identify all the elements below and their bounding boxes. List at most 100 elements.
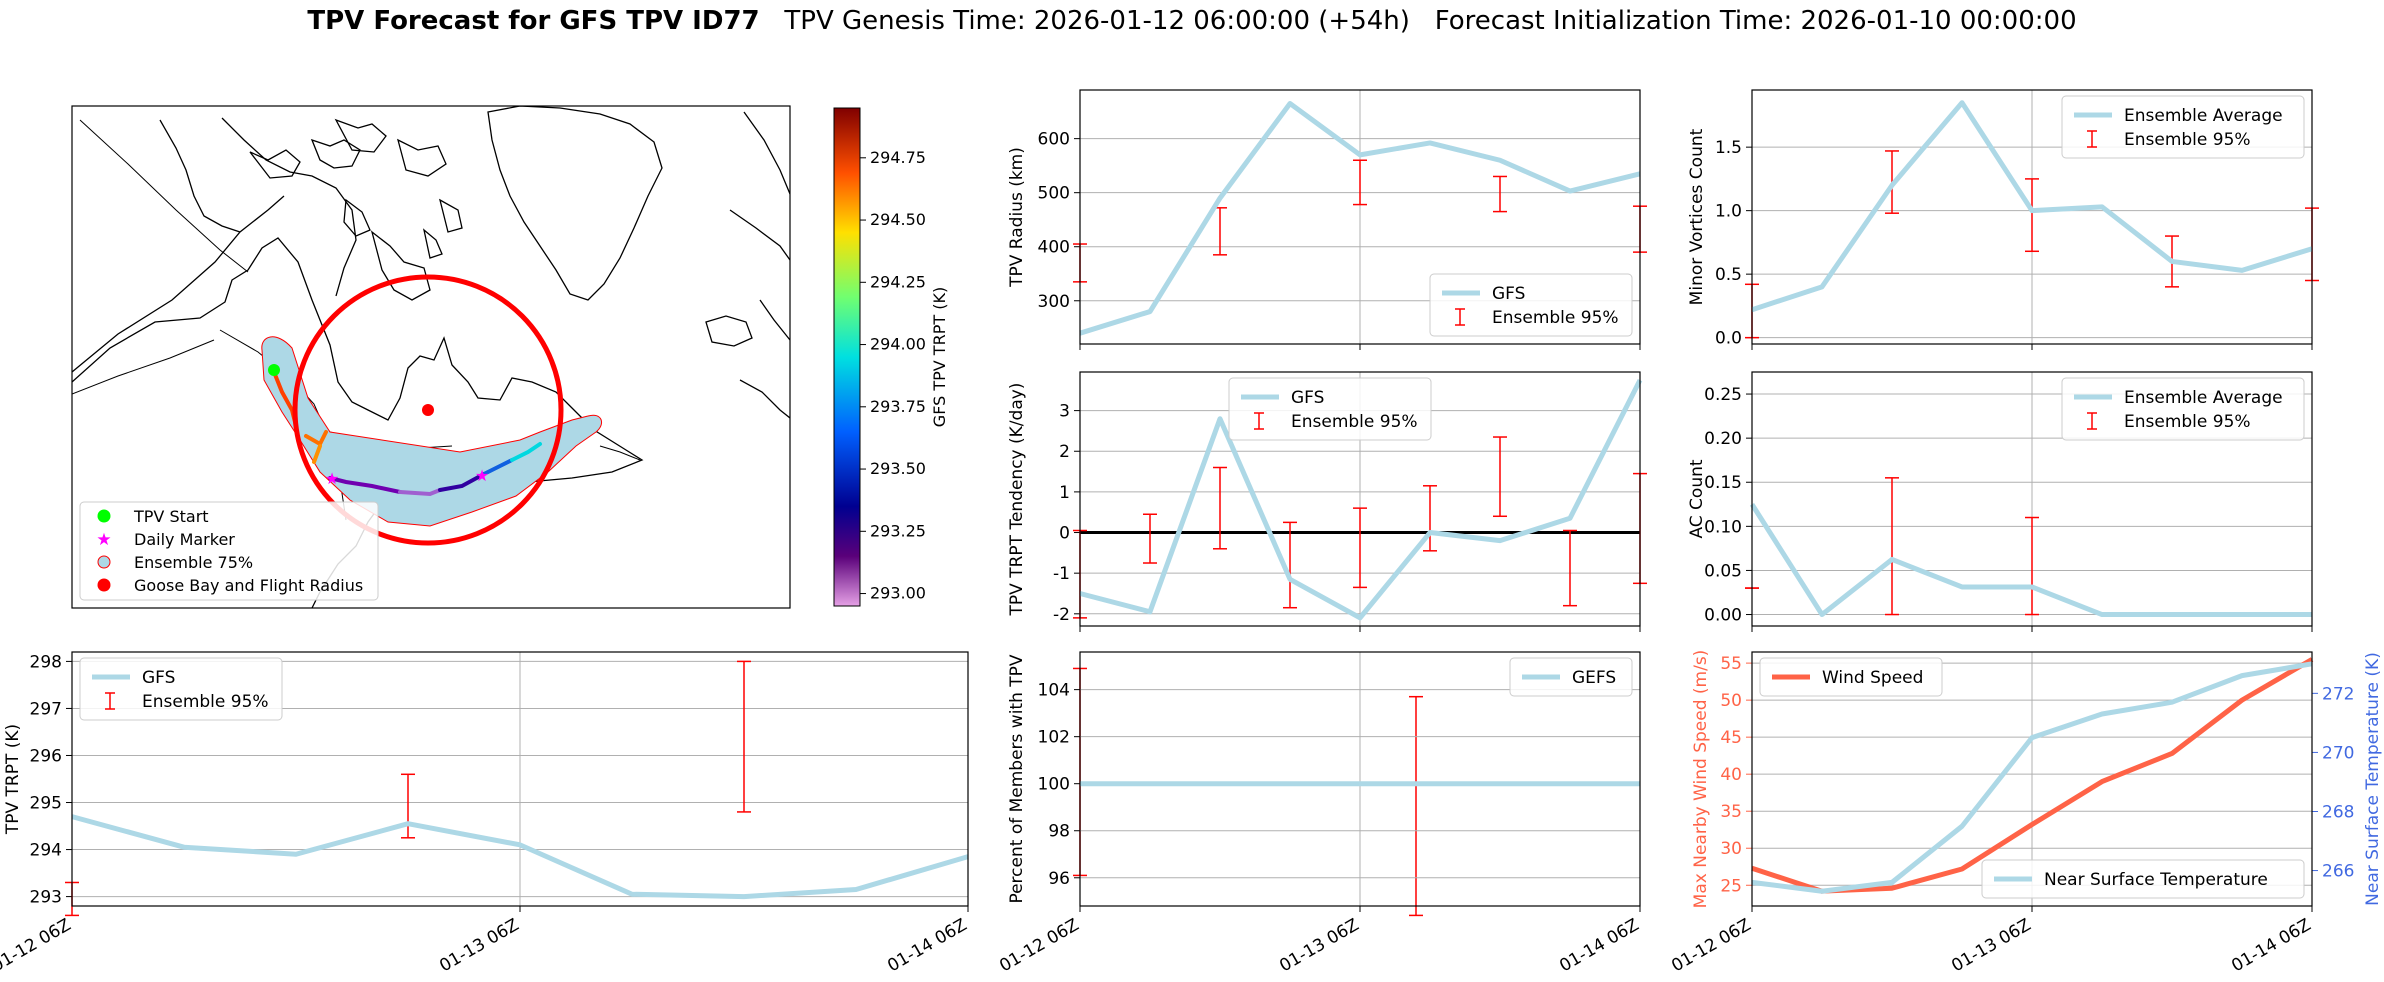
chart-ac: 0.00 0.05 0.10 0.15 0.20 0.25 AC Count Ensemble… xyxy=(1687,371,2313,632)
legend-box xyxy=(1429,273,1633,337)
x-tick-label: 01-12 06Z xyxy=(996,915,1082,976)
y-axis-label: TPV Radius (km) xyxy=(1007,147,1027,288)
legend-label: GFS xyxy=(1492,284,1525,304)
y-tick-label: 0.10 xyxy=(1704,517,1742,537)
y-tick-label: 296 xyxy=(30,746,62,766)
y-tick-label: -1 xyxy=(1053,564,1070,584)
y-right-axis-label: Near Surface Temperature (K) xyxy=(2363,652,2383,906)
x-tick-label: 01-14 06Z xyxy=(1556,915,1642,976)
colorbar-tick-label: 293.25 xyxy=(870,521,926,540)
legend-box xyxy=(1759,657,1943,697)
y-tick-label: 25 xyxy=(1720,876,1742,896)
ensemble-75-area xyxy=(261,336,603,527)
chart-legend: GFS Ensemble 95% xyxy=(1429,273,1633,337)
y-tick-label: 298 xyxy=(30,652,62,672)
chart-minor: 0.0 0.5 1.0 1.5 Minor Vortices Count Ensemble… xyxy=(1687,89,2319,350)
chart-wind: 25 30 35 40 45 50 55 01-12 06Z 01-13 06Z 01-14 06… xyxy=(1668,650,2383,977)
legend-label: Ensemble 95% xyxy=(1492,308,1619,328)
legend-goose-bay: Goose Bay and Flight Radius xyxy=(134,576,363,595)
series-line-gfs xyxy=(71,814,969,900)
chart-frame xyxy=(1751,651,2313,907)
y-tick-label: 45 xyxy=(1720,728,1742,748)
colorbar-label: GFS TPV TRPT (K) xyxy=(930,287,949,427)
y-right-tick-label: 272 xyxy=(2322,684,2354,704)
title-genesis: TPV Genesis Time: 2026-01-12 06:00:00 (+… xyxy=(784,6,1410,36)
chart-frame xyxy=(1079,371,1641,627)
legend-box xyxy=(1228,377,1432,441)
y-tick-label: 0.00 xyxy=(1704,606,1742,626)
y-right-tick-label: 266 xyxy=(2322,862,2354,882)
chart-frame xyxy=(71,651,969,907)
legend-label: GFS xyxy=(142,668,175,688)
legend-box xyxy=(79,657,283,721)
chart-legend: Near Surface Temperature xyxy=(1981,859,2305,899)
y-tick-label: -2 xyxy=(1053,605,1070,625)
y-tick-label: 300 xyxy=(1038,292,1070,312)
legend-goose-bay-icon xyxy=(97,578,111,592)
y-right-tick-label: 268 xyxy=(2322,802,2354,822)
y-tick-label: 0 xyxy=(1059,524,1070,544)
map-legend-box xyxy=(79,501,379,601)
legend-label: Wind Speed xyxy=(1822,668,1923,688)
map-panel: ★ ★ TPV Start ★ Daily Marker Ensemble 75… xyxy=(71,105,949,609)
title-init: Forecast Initialization Time: 2026-01-10… xyxy=(1434,6,2077,36)
colorbar-tick-label: 293.00 xyxy=(870,584,926,603)
y-tick-label: 1 xyxy=(1059,483,1070,503)
legend-box xyxy=(2061,95,2305,159)
y-tick-label: 100 xyxy=(1038,775,1070,795)
y-right-tick-label: 270 xyxy=(2322,743,2354,763)
y-axis-label: AC Count xyxy=(1687,459,1707,538)
series-line-gfs xyxy=(1079,101,1641,336)
colorbar-tick-label: 294.75 xyxy=(870,148,926,167)
chart-legend: Wind Speed xyxy=(1759,657,1943,697)
chart-legend: Ensemble Average Ensemble 95% xyxy=(2061,377,2305,441)
y-tick-label: 294 xyxy=(30,841,62,861)
y-tick-label: 500 xyxy=(1038,184,1070,204)
y-axis-label: Percent of Members with TPV xyxy=(1007,654,1027,903)
colorbar-gradient xyxy=(833,107,861,607)
colorbar-tick-label: 294.00 xyxy=(870,335,926,354)
map-legend: TPV Start ★ Daily Marker Ensemble 75% Go… xyxy=(79,501,379,601)
y-axis-label: Max Nearby Wind Speed (m/s) xyxy=(1691,650,1711,909)
y-tick-label: 297 xyxy=(30,699,62,719)
y-tick-label: 0.5 xyxy=(1715,265,1742,285)
chart-radius: 300 400 500 600 TPV Radius (km) GFS Ensemble 9… xyxy=(1007,89,1647,350)
chart-tendency: -2 -1 0 1 2 3 TPV TRPT Tendency (K/day) GFS Ense… xyxy=(1007,371,1647,632)
y-axis-label: TPV TRPT Tendency (K/day) xyxy=(1007,383,1027,617)
y-tick-label: 104 xyxy=(1038,681,1070,701)
chart-legend: GFS Ensemble 95% xyxy=(79,657,283,721)
x-tick-label: 01-12 06Z xyxy=(1668,915,1754,976)
x-tick-label: 01-14 06Z xyxy=(2228,915,2314,976)
legend-ensemble-icon xyxy=(97,555,111,569)
chart-legend: Ensemble Average Ensemble 95% xyxy=(2061,95,2305,159)
series-line-ensemble-average xyxy=(1749,502,2312,618)
colorbar: 294.75 294.50 294.25 294.00 293.75 293.50 293.… xyxy=(833,107,949,607)
legend-label: Ensemble 95% xyxy=(1291,412,1418,432)
chart-legend: GEFS xyxy=(1509,657,1633,697)
y-tick-label: 40 xyxy=(1720,765,1742,785)
chart-legend: GFS Ensemble 95% xyxy=(1228,377,1432,441)
series-line-gfs xyxy=(1079,378,1643,621)
y-axis-label: TPV TRPT (K) xyxy=(3,724,23,835)
flight-radius-circle xyxy=(292,274,564,546)
legend-box xyxy=(2061,377,2305,441)
legend-ensemble-75: Ensemble 75% xyxy=(134,553,253,572)
y-tick-label: 35 xyxy=(1720,802,1742,822)
legend-label: Ensemble Average xyxy=(2124,106,2283,126)
series-line-ensemble-average xyxy=(1751,100,2313,313)
x-tick-label: 01-13 06Z xyxy=(1948,915,2034,976)
y-tick-label: 293 xyxy=(30,888,62,908)
x-tick-label: 01-13 06Z xyxy=(436,915,522,976)
legend-tpv-start: TPV Start xyxy=(133,507,209,526)
x-tick-label: 01-12 06Z xyxy=(0,915,75,976)
goose-bay-marker xyxy=(422,404,434,416)
series-line-near-surface-temperature xyxy=(1751,661,2313,894)
legend-label: Ensemble 95% xyxy=(142,692,269,712)
y-tick-label: 0.15 xyxy=(1704,473,1742,493)
chart-frame xyxy=(1751,89,2313,345)
title-bold: TPV Forecast for GFS TPV ID77 xyxy=(307,6,760,36)
y-tick-label: 30 xyxy=(1720,839,1742,859)
legend-label: GFS xyxy=(1291,388,1324,408)
legend-label: Ensemble 95% xyxy=(2124,130,2251,150)
y-tick-label: 1.0 xyxy=(1715,202,1742,222)
